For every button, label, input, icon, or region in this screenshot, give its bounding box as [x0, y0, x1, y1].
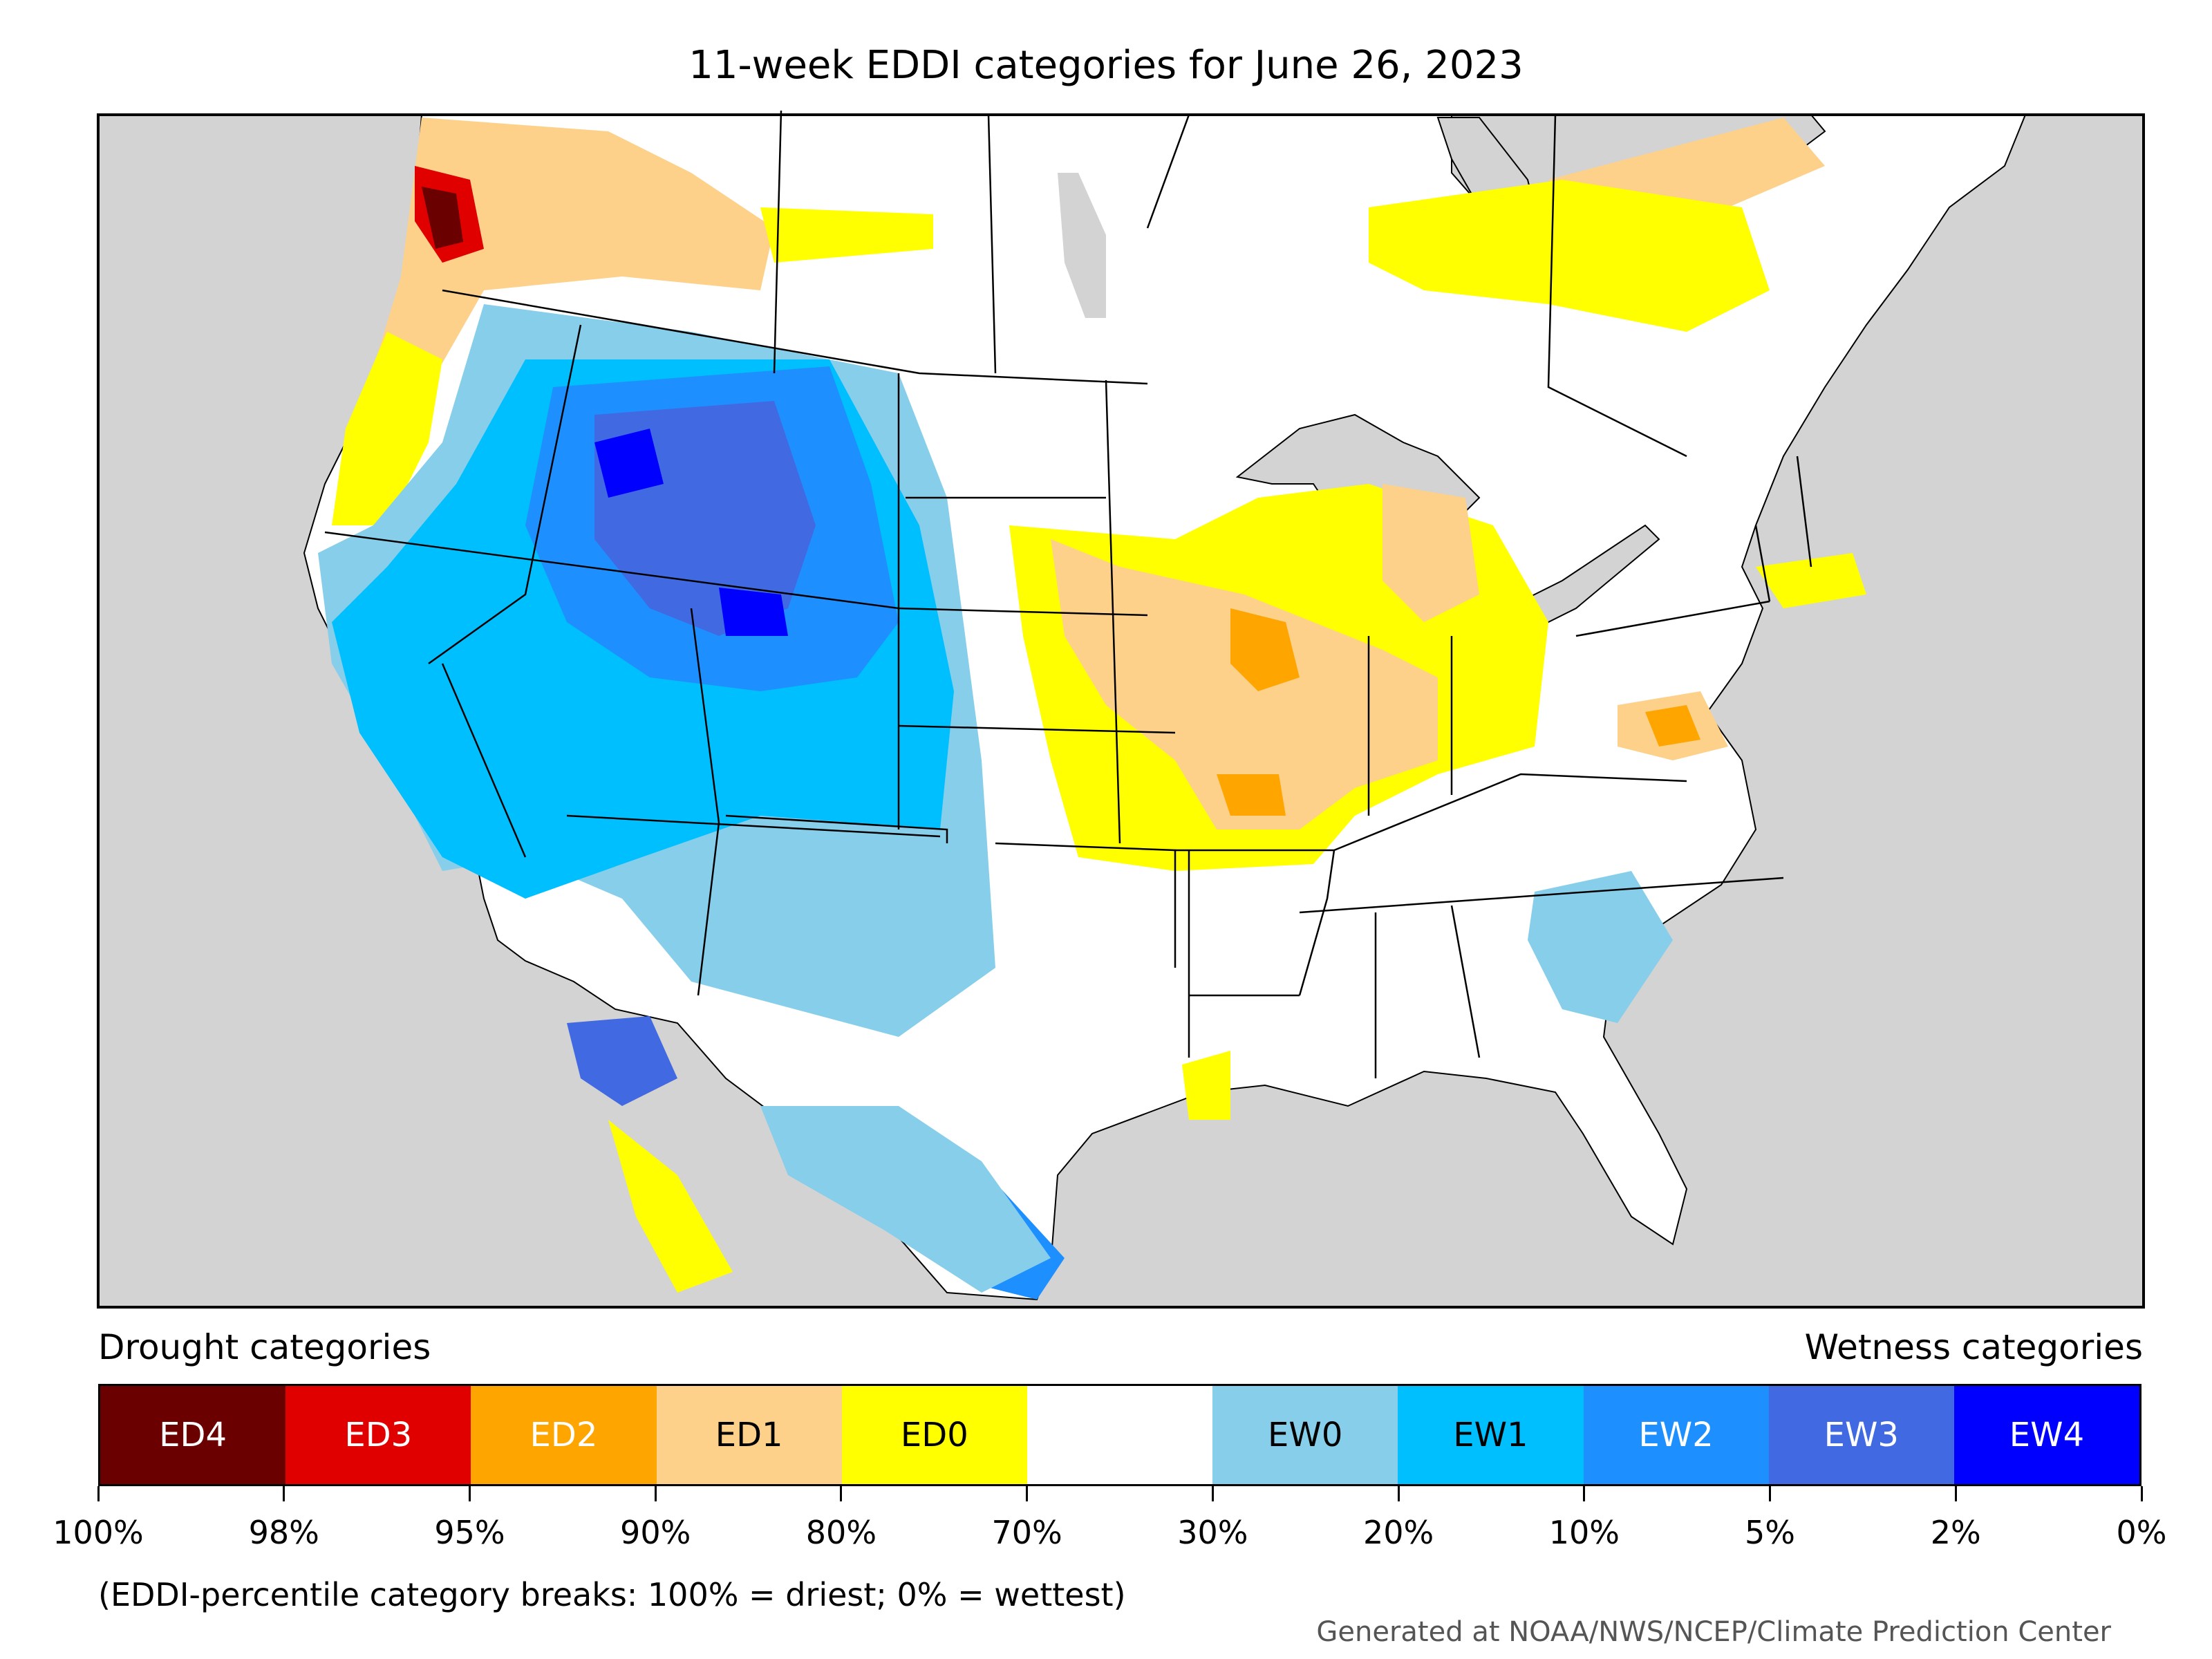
legend-swatch-ew1: EW1	[1398, 1386, 1584, 1484]
region-ew4-idaho	[594, 429, 664, 498]
colorbar-tick	[1397, 1486, 1400, 1501]
colorbar-tick-label: 2%	[1930, 1514, 1981, 1551]
colorbar-tick-label: 30%	[1177, 1514, 1248, 1551]
legend-swatch-ew3: EW3	[1768, 1386, 1954, 1484]
region-ew3-arizona	[567, 1016, 677, 1106]
colorbar-tick	[2140, 1486, 2143, 1501]
eddi-category-regions	[318, 118, 1866, 1300]
gulf-of-california	[512, 988, 636, 1300]
colorbar-tick-label: 80%	[805, 1514, 877, 1551]
colorbar-tick-label: 90%	[620, 1514, 691, 1551]
region-ed2-midwest	[1230, 608, 1300, 691]
region-ew0-carolinas	[1528, 871, 1673, 1023]
legend-swatch-ed3: ED3	[285, 1386, 471, 1484]
legend-swatch-ed0: ED0	[841, 1386, 1027, 1484]
colorbar-tick-label: 0%	[2116, 1514, 2167, 1551]
colorbar-tick-label: 95%	[434, 1514, 505, 1551]
region-ed0-baja	[608, 1120, 733, 1293]
colorbar-tick	[654, 1486, 657, 1501]
colorbar-tick	[97, 1486, 100, 1501]
percentile-note: (EDDI-percentile category breaks: 100% =…	[98, 1576, 1126, 1613]
legend-swatch-ed1: ED1	[656, 1386, 842, 1484]
region-ed1-midwest	[1051, 539, 1438, 830]
legend-swatch-ew4: EW4	[1953, 1386, 2140, 1484]
legend-swatch-ed2: ED2	[471, 1386, 657, 1484]
region-ew0-texas	[760, 1106, 1051, 1293]
region-ew4-wyoming	[719, 588, 788, 636]
political-boundaries	[324, 110, 1812, 1078]
colorbar-tick-label: 5%	[1745, 1514, 1796, 1551]
map-frame	[97, 113, 2145, 1309]
colorbar-tick-label: 100%	[53, 1514, 144, 1551]
colorbar-tick-label: 20%	[1362, 1514, 1434, 1551]
colorbar-tick	[283, 1486, 285, 1501]
region-ed0-nw	[332, 332, 442, 525]
colorbar-tick	[1583, 1486, 1586, 1501]
wetness-categories-heading: Wetness categories	[1804, 1327, 2143, 1367]
colorbar-tick	[840, 1486, 843, 1501]
category-colorbar: ED4 ED3 ED2 ED1 ED0 EW0 EW1 EW2 EW3 EW4	[98, 1384, 2141, 1486]
colorbar-tick-label: 70%	[991, 1514, 1062, 1551]
legend-swatch-ew2: EW2	[1583, 1386, 1769, 1484]
colorbar-tick-label: 10%	[1548, 1514, 1620, 1551]
colorbar-tick	[468, 1486, 471, 1501]
legend-swatch-ew0: EW0	[1212, 1386, 1398, 1484]
colorbar-tick-label: 98%	[248, 1514, 319, 1551]
region-ed0-canada	[760, 207, 933, 263]
eddi-map	[97, 110, 2145, 1309]
region-ed0-louisiana	[1182, 1051, 1230, 1120]
colorbar-tick	[1769, 1486, 1772, 1501]
region-ed1-michigan	[1382, 484, 1479, 622]
credit-line: Generated at NOAA/NWS/NCEP/Climate Predi…	[1316, 1616, 2111, 1648]
colorbar-ticks	[97, 1486, 2143, 1507]
drought-categories-heading: Drought categories	[98, 1327, 431, 1367]
legend-swatch-normal	[1027, 1386, 1213, 1484]
region-ed2-missouri	[1217, 774, 1286, 816]
colorbar-tick	[1211, 1486, 1214, 1501]
colorbar-tick	[1954, 1486, 1957, 1501]
colorbar-tick	[1026, 1486, 1029, 1501]
legend-swatch-ed4: ED4	[100, 1386, 286, 1484]
region-ed2-virginia	[1645, 705, 1700, 747]
region-ed0-quebec	[1369, 180, 1770, 332]
lake-winnipeg	[1058, 173, 1106, 318]
region-ed4-nw	[422, 187, 463, 249]
region-ed0-newengland	[1756, 553, 1866, 608]
map-title: 11-week EDDI categories for June 26, 202…	[688, 43, 1524, 88]
